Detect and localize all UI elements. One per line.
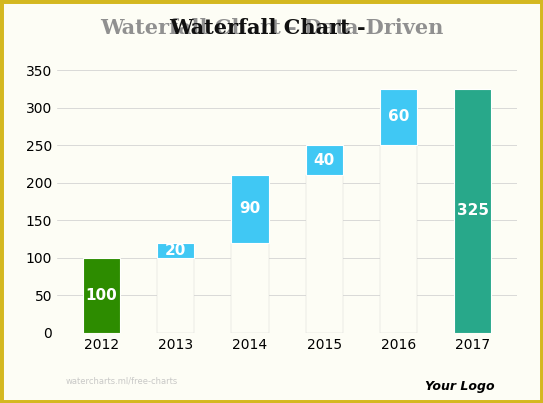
Text: 40: 40 — [314, 153, 335, 168]
Bar — [306, 175, 343, 333]
Bar — [454, 89, 491, 333]
Bar — [231, 175, 269, 243]
Bar — [157, 258, 194, 333]
Bar — [157, 243, 194, 258]
Text: Waterfall Chart - Data Driven: Waterfall Chart - Data Driven — [100, 18, 443, 38]
Text: 325: 325 — [457, 204, 489, 218]
Text: 90: 90 — [239, 202, 261, 216]
Text: 60: 60 — [388, 110, 409, 125]
Text: 100: 100 — [86, 288, 117, 303]
Bar — [380, 145, 417, 333]
Text: 20: 20 — [165, 243, 186, 258]
Text: Your Logo: Your Logo — [425, 380, 494, 393]
Bar — [83, 258, 120, 333]
Text: Waterfall Chart -: Waterfall Chart - — [169, 18, 374, 38]
Bar — [306, 145, 343, 175]
Bar — [380, 89, 417, 145]
Text: watercharts.ml/free-charts: watercharts.ml/free-charts — [65, 376, 178, 385]
Bar — [231, 243, 269, 333]
